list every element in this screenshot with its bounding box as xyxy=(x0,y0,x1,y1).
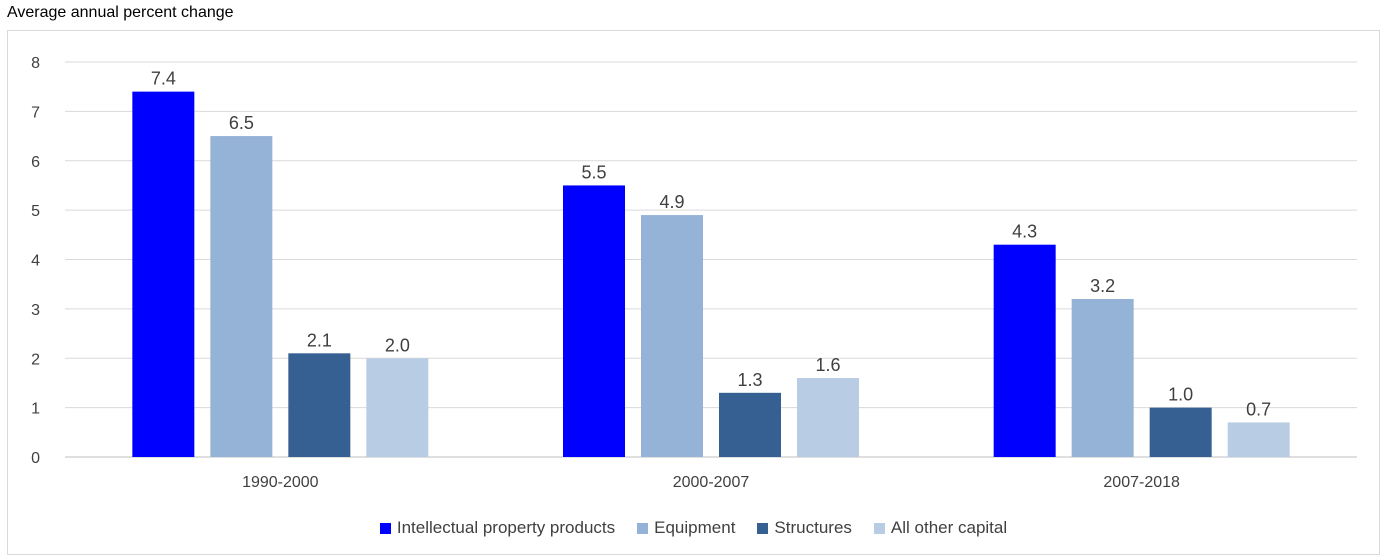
bar xyxy=(366,358,429,457)
bar xyxy=(641,215,703,457)
bar xyxy=(288,353,351,457)
y-axis-title: Average annual percent change xyxy=(7,4,234,21)
legend-swatch xyxy=(637,522,649,534)
bar xyxy=(132,91,195,457)
data-label: 6.5 xyxy=(229,113,254,133)
data-label: 4.3 xyxy=(1012,222,1037,242)
bar xyxy=(563,185,625,457)
y-tick-label: 5 xyxy=(31,203,40,220)
data-label: 0.7 xyxy=(1246,399,1271,419)
legend-item: Equipment xyxy=(637,518,735,538)
legend: Intellectual property products Equipment S… xyxy=(0,518,1387,538)
bar xyxy=(1227,422,1290,457)
y-tick-label: 1 xyxy=(31,401,40,418)
bar xyxy=(993,244,1056,457)
data-label: 5.5 xyxy=(581,162,606,182)
y-tick-label: 7 xyxy=(31,104,40,121)
legend-label: All other capital xyxy=(890,518,1008,537)
data-label: 3.2 xyxy=(1090,276,1115,296)
bar xyxy=(797,378,859,457)
data-label: 2.1 xyxy=(307,330,332,350)
y-tick-label: 2 xyxy=(31,351,40,368)
y-tick-label: 4 xyxy=(31,253,40,270)
legend-swatch xyxy=(379,522,391,534)
legend-item: Intellectual property products xyxy=(379,518,616,538)
legend-swatch xyxy=(757,522,769,534)
legend-item: All other capital xyxy=(873,518,1008,538)
y-tick-label: 0 xyxy=(31,450,40,467)
data-label: 4.9 xyxy=(659,192,684,212)
bar xyxy=(1149,407,1212,457)
y-tick-label: 8 xyxy=(31,55,40,72)
legend-label: Equipment xyxy=(654,518,736,537)
legend-label: Intellectual property products xyxy=(396,518,616,537)
y-tick-label: 6 xyxy=(31,154,40,171)
x-tick-label: 2007-2018 xyxy=(1103,474,1180,491)
x-tick-label: 2000-2007 xyxy=(673,474,750,491)
data-label: 1.6 xyxy=(815,355,840,375)
data-label: 2.0 xyxy=(385,335,410,355)
legend-item: Structures xyxy=(757,518,852,538)
bar xyxy=(719,392,781,457)
legend-swatch xyxy=(873,522,885,534)
data-label: 1.3 xyxy=(737,370,762,390)
data-label: 1.0 xyxy=(1168,385,1193,405)
bar xyxy=(210,136,273,457)
y-tick-label: 3 xyxy=(31,302,40,319)
data-label: 7.4 xyxy=(151,69,176,89)
x-tick-label: 1990-2000 xyxy=(242,474,319,491)
bar xyxy=(1071,299,1134,457)
legend-label: Structures xyxy=(774,518,852,537)
